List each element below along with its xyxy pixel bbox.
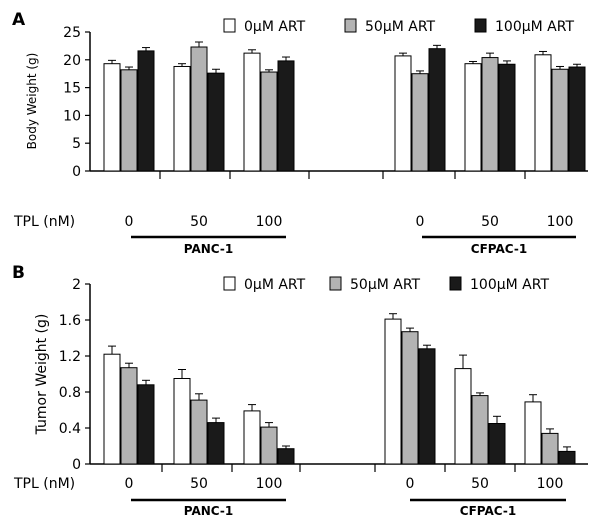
y-tick-label: 10 bbox=[63, 108, 81, 124]
bar bbox=[277, 60, 295, 172]
bar bbox=[471, 395, 489, 465]
bar bbox=[394, 55, 412, 172]
y-tick-label: 0.4 bbox=[59, 421, 81, 437]
y-tick-label: 0 bbox=[72, 164, 81, 180]
bar bbox=[568, 66, 586, 172]
legend-swatch bbox=[344, 18, 357, 33]
y-tick-label: 25 bbox=[63, 25, 81, 41]
bar bbox=[137, 384, 155, 465]
y-axis-label: Body Weight (g) bbox=[25, 53, 39, 150]
bar bbox=[401, 331, 419, 465]
group-label: CFPAC-1 bbox=[471, 242, 527, 256]
bar bbox=[558, 450, 576, 465]
legend-label: 50μM ART bbox=[350, 277, 421, 293]
legend-label: 100μM ART bbox=[495, 19, 574, 35]
bar bbox=[243, 52, 261, 172]
bar bbox=[207, 72, 225, 172]
bar bbox=[243, 410, 261, 465]
bar bbox=[428, 48, 446, 172]
group-label: PANC-1 bbox=[184, 242, 233, 256]
panel-b: B Tumor Weight (g) 0 0.4 0.8 1.2 1.6 2 0 50 100 0 50… bbox=[12, 263, 588, 518]
group-label: CFPAC-1 bbox=[460, 504, 516, 518]
legend-swatch bbox=[449, 276, 462, 291]
panel-letter: B bbox=[12, 263, 25, 283]
bar bbox=[551, 68, 569, 172]
bar bbox=[207, 422, 225, 465]
y-tick-label: 0.8 bbox=[59, 385, 81, 401]
bar bbox=[103, 353, 121, 465]
legend-swatch bbox=[474, 18, 487, 33]
legend-label: 0μM ART bbox=[244, 19, 306, 35]
bar bbox=[120, 367, 138, 465]
bar bbox=[541, 432, 559, 465]
x-axis-prefix-label: TPL (nM) bbox=[13, 476, 75, 492]
legend-label: 0μM ART bbox=[244, 277, 306, 293]
y-tick-label: 20 bbox=[63, 53, 81, 69]
bar bbox=[534, 54, 552, 172]
bar bbox=[488, 423, 506, 465]
x-category-label: 100 bbox=[537, 476, 564, 492]
y-tick-label: 5 bbox=[72, 136, 81, 152]
legend: 0μM ART 50μM ART 100μM ART bbox=[223, 18, 574, 35]
bar bbox=[454, 368, 472, 465]
y-tick-label: 1.2 bbox=[59, 349, 81, 365]
legend-swatch bbox=[329, 276, 342, 291]
legend-swatch bbox=[223, 18, 236, 33]
bar bbox=[190, 399, 208, 465]
bar bbox=[173, 378, 191, 465]
x-category-label: 50 bbox=[481, 214, 499, 230]
bar bbox=[418, 348, 436, 465]
bar bbox=[173, 65, 191, 172]
panel-a: A Body Weight (g) 0 5 10 15 20 25 0 50 100 0 50 100 TP… bbox=[12, 10, 588, 256]
x-category-label: 100 bbox=[256, 214, 283, 230]
y-tick-label: 15 bbox=[63, 81, 81, 97]
y-axis-label: Tumor Weight (g) bbox=[34, 314, 50, 436]
bar bbox=[190, 46, 208, 172]
bar bbox=[411, 73, 429, 172]
panel-letter: A bbox=[12, 10, 26, 30]
bar bbox=[524, 401, 542, 465]
x-category-label: 0 bbox=[125, 476, 134, 492]
x-category-label: 50 bbox=[190, 214, 208, 230]
bar bbox=[120, 69, 138, 172]
bar bbox=[481, 57, 499, 172]
group-label: PANC-1 bbox=[184, 504, 233, 518]
legend-label: 50μM ART bbox=[365, 19, 436, 35]
legend: 0μM ART 50μM ART 100μM ART bbox=[223, 276, 549, 293]
bar bbox=[384, 318, 402, 465]
bar bbox=[103, 63, 121, 172]
x-category-label: 50 bbox=[471, 476, 489, 492]
x-category-label: 0 bbox=[406, 476, 415, 492]
bar bbox=[464, 63, 482, 172]
y-tick-label: 1.6 bbox=[59, 313, 81, 329]
bar bbox=[498, 63, 516, 172]
legend-label: 100μM ART bbox=[470, 277, 549, 293]
bar bbox=[137, 50, 155, 172]
bar bbox=[277, 448, 295, 465]
x-category-label: 0 bbox=[125, 214, 134, 230]
bar bbox=[260, 71, 278, 172]
x-category-label: 100 bbox=[256, 476, 283, 492]
bar bbox=[260, 426, 278, 465]
y-tick-label: 2 bbox=[72, 277, 81, 293]
legend-swatch bbox=[223, 276, 236, 291]
x-axis-prefix-label: TPL (nM) bbox=[13, 214, 75, 230]
x-category-label: 50 bbox=[190, 476, 208, 492]
y-tick-label: 0 bbox=[72, 457, 81, 473]
x-category-label: 0 bbox=[416, 214, 425, 230]
x-category-label: 100 bbox=[547, 214, 574, 230]
